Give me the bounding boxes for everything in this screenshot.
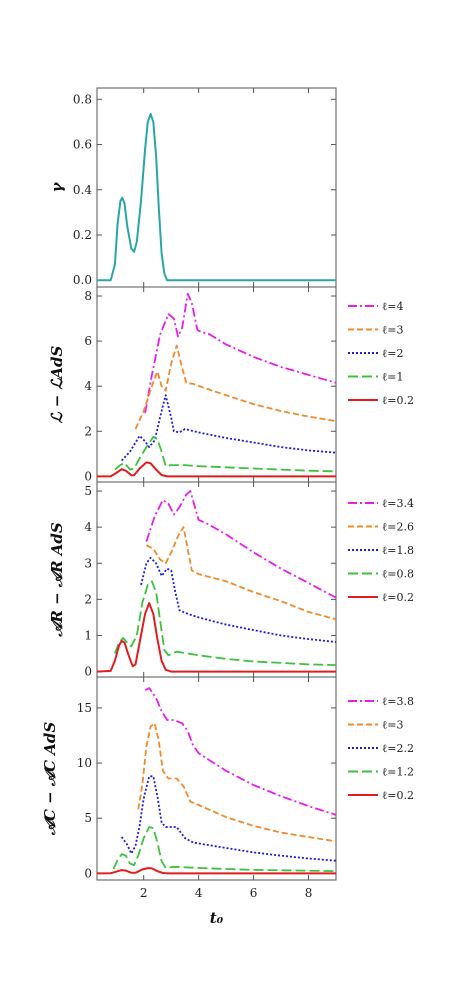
series-line bbox=[97, 113, 336, 282]
panel-frame bbox=[96, 87, 337, 288]
y-axis-label: γ bbox=[48, 181, 66, 192]
y-tick-label: 15 bbox=[77, 701, 92, 715]
series-line bbox=[140, 556, 336, 643]
legend-label: ℓ=0.2 bbox=[382, 591, 414, 604]
legend-label: ℓ=2.6 bbox=[382, 521, 414, 534]
legend-label: ℓ=3 bbox=[382, 324, 403, 337]
legend-label: ℓ=4 bbox=[382, 300, 403, 313]
y-axis-label: 𝒜R − 𝒜R AdS bbox=[48, 522, 66, 638]
y-tick-label: 1 bbox=[84, 628, 92, 642]
x-tick-label: 4 bbox=[195, 886, 203, 900]
y-tick-label: 0.2 bbox=[73, 228, 92, 242]
series-line bbox=[114, 436, 336, 473]
panel-frame bbox=[96, 676, 337, 881]
legend-label: ℓ=0.2 bbox=[382, 789, 414, 802]
y-tick-label: 0 bbox=[84, 665, 92, 679]
legend-label: ℓ=1.2 bbox=[382, 766, 414, 779]
series-line bbox=[137, 722, 336, 843]
y-tick-label: 5 bbox=[84, 811, 92, 825]
y-tick-label: 10 bbox=[77, 756, 92, 770]
series-line bbox=[120, 775, 336, 862]
series-line bbox=[97, 602, 336, 673]
legend-label: ℓ=1 bbox=[382, 371, 403, 384]
legend-label: ℓ=2 bbox=[382, 347, 403, 360]
y-tick-label: 0 bbox=[84, 469, 92, 483]
x-tick-label: 6 bbox=[250, 886, 258, 900]
y-tick-label: 2 bbox=[84, 592, 92, 606]
y-tick-label: 5 bbox=[84, 484, 92, 498]
series-line bbox=[134, 344, 336, 430]
y-axis-label: 𝒜C − 𝒜C AdS bbox=[41, 722, 59, 837]
y-tick-label: 4 bbox=[84, 379, 92, 393]
legend-label: ℓ=3.4 bbox=[382, 497, 414, 510]
legend-label: ℓ=3 bbox=[382, 719, 403, 732]
series-line bbox=[112, 826, 336, 873]
y-tick-label: 3 bbox=[84, 556, 92, 570]
panel-frame bbox=[96, 286, 337, 483]
legend-label: ℓ=1.8 bbox=[382, 544, 414, 557]
y-tick-label: 0.4 bbox=[73, 183, 92, 197]
y-tick-label: 0.6 bbox=[73, 138, 92, 152]
legend-label: ℓ=2.2 bbox=[382, 742, 414, 755]
y-tick-label: 0.0 bbox=[73, 273, 92, 287]
y-tick-label: 0.8 bbox=[73, 92, 92, 106]
series-line bbox=[97, 867, 336, 875]
y-tick-label: 2 bbox=[84, 424, 92, 438]
y-tick-label: 8 bbox=[84, 289, 92, 303]
legend-label: ℓ=0.2 bbox=[382, 394, 414, 407]
legend-label: ℓ=0.8 bbox=[382, 568, 414, 581]
y-tick-label: 4 bbox=[84, 520, 92, 534]
series-line bbox=[121, 394, 336, 462]
x-tick-label: 2 bbox=[140, 886, 148, 900]
x-axis-label: t₀ bbox=[210, 909, 224, 927]
y-tick-label: 6 bbox=[84, 334, 92, 348]
series-line bbox=[97, 461, 336, 478]
series-line bbox=[144, 687, 336, 816]
legend-label: ℓ=3.8 bbox=[382, 695, 414, 708]
x-tick-label: 8 bbox=[305, 886, 313, 900]
y-tick-label: 0 bbox=[84, 866, 92, 880]
y-axis-label: ℒ − ℒAdS bbox=[48, 346, 66, 424]
series-line bbox=[114, 580, 336, 666]
series-line bbox=[145, 526, 336, 621]
